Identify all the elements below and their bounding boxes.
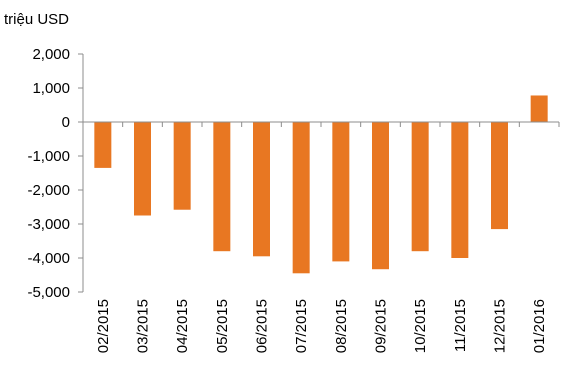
unit-label: triệu USD <box>4 11 69 28</box>
x-axis <box>82 121 560 127</box>
x-tick-label: 07/2015 <box>293 299 310 353</box>
bar <box>213 122 231 252</box>
y-tick-label: -5,000 <box>27 284 70 301</box>
y-tick-label: -1,000 <box>27 148 70 165</box>
bar <box>491 122 508 230</box>
y-tick-label: -3,000 <box>27 216 70 233</box>
bar <box>411 122 429 252</box>
y-axis-tick-labels: 2,000 1,000 0 -1,000 -2,000 -3,000 -4,000 -5,00… <box>27 46 70 301</box>
x-tick-label: 03/2015 <box>135 299 152 353</box>
bar <box>134 122 151 216</box>
x-tick-label: 06/2015 <box>254 299 271 353</box>
x-tick-label: 01/2016 <box>531 299 548 353</box>
x-tick-label: 10/2015 <box>412 299 429 353</box>
y-tick-label: -4,000 <box>27 250 70 267</box>
bar <box>530 95 548 122</box>
y-axis <box>78 53 84 293</box>
y-tick-label: -2,000 <box>27 182 70 199</box>
bar <box>372 122 389 270</box>
x-tick-label: 08/2015 <box>333 299 350 353</box>
x-axis-tick-labels: 02/2015 03/2015 04/2015 05/2015 06/2015 07/20… <box>95 299 548 353</box>
y-tick-label: 0 <box>62 114 70 131</box>
bar <box>94 122 112 168</box>
x-tick-label: 09/2015 <box>373 299 390 353</box>
x-tick-label: 05/2015 <box>214 299 231 353</box>
x-tick-label: 11/2015 <box>452 299 469 352</box>
x-tick-label: 02/2015 <box>95 299 112 353</box>
bar <box>451 122 469 258</box>
bar <box>253 122 270 257</box>
bar <box>292 122 310 274</box>
bar <box>173 122 191 210</box>
bars <box>94 95 548 274</box>
y-tick-label: 1,000 <box>32 80 70 97</box>
x-tick-label: 12/2015 <box>492 299 509 353</box>
x-tick-label: 04/2015 <box>174 299 191 353</box>
bar <box>332 122 350 262</box>
y-tick-label: 2,000 <box>32 46 70 63</box>
